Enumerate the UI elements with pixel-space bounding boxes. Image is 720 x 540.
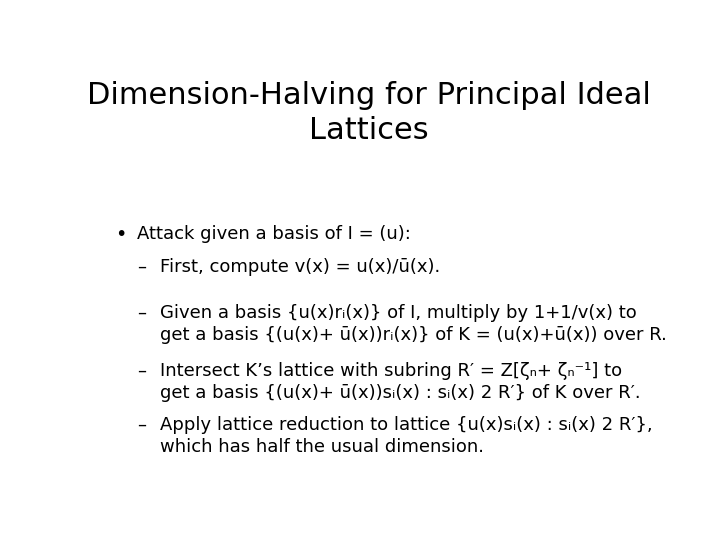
Text: –: –: [138, 362, 146, 380]
Text: –: –: [138, 304, 146, 322]
Text: Intersect K’s lattice with subring R′ = Z[ζₙ+ ζₙ⁻¹] to
get a basis {(u(x)+ ū(x)): Intersect K’s lattice with subring R′ = …: [160, 362, 640, 402]
Text: Dimension-Halving for Principal Ideal
Lattices: Dimension-Halving for Principal Ideal La…: [87, 82, 651, 145]
Text: –: –: [138, 416, 146, 434]
Text: –: –: [138, 258, 146, 276]
Text: Given a basis {u(x)rᵢ(x)} of I, multiply by 1+1/v(x) to
get a basis {(u(x)+ ū(x): Given a basis {u(x)rᵢ(x)} of I, multiply…: [160, 304, 667, 344]
Text: First, compute v(x) = u(x)/ū(x).: First, compute v(x) = u(x)/ū(x).: [160, 258, 440, 276]
Text: Attack given a basis of I = (u):: Attack given a basis of I = (u):: [138, 225, 411, 243]
Text: •: •: [115, 225, 127, 244]
Text: Apply lattice reduction to lattice {u(x)sᵢ(x) : sᵢ(x) 2 R′},
which has half the : Apply lattice reduction to lattice {u(x)…: [160, 416, 652, 456]
